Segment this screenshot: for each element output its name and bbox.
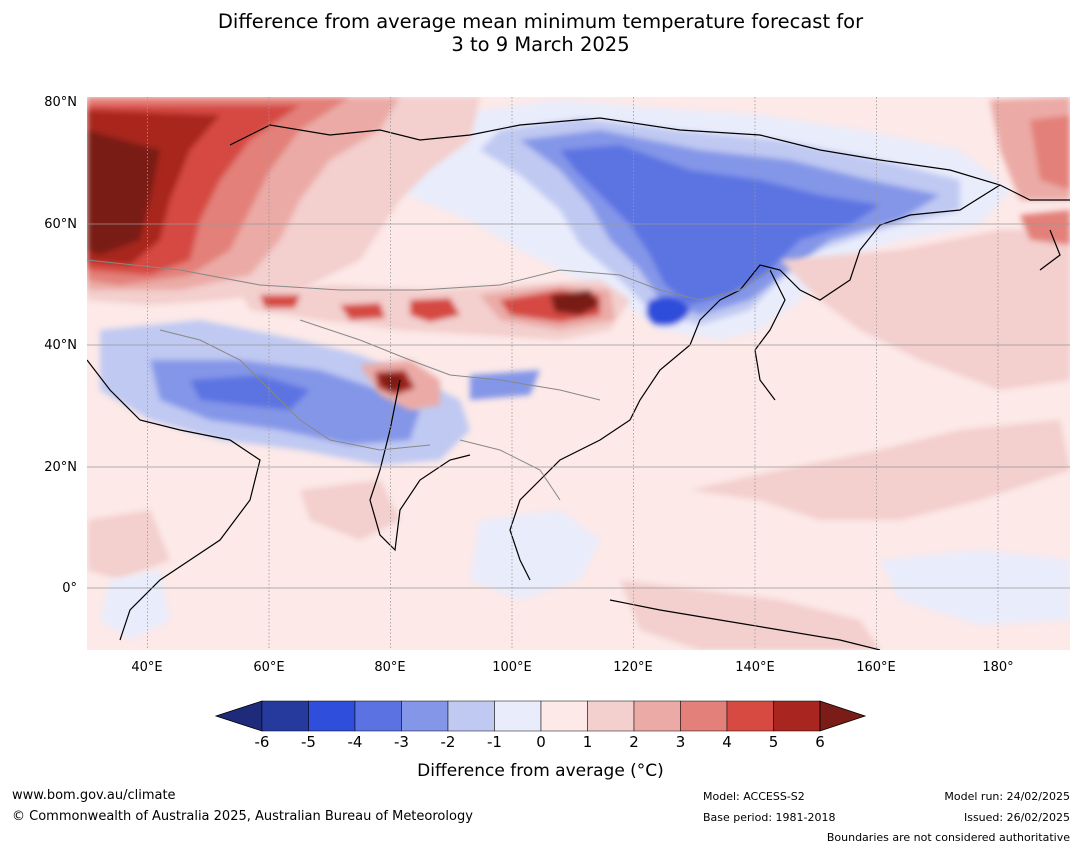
lat-label-20n: 20°N (44, 460, 77, 475)
warm-anomaly-pacific (88, 97, 1070, 650)
lon-label-160e: 160°E (856, 660, 896, 675)
model-text: Model: ACCESS-S2 (703, 790, 805, 803)
warm-anomaly-mongolia (240, 280, 630, 410)
model-run-text: Model run: 24/02/2025 (944, 790, 1070, 803)
issued-text: Issued: 26/02/2025 (963, 811, 1070, 824)
cold-anomaly-siberia (330, 100, 1010, 340)
colorbar-tick-label: -3 (394, 733, 409, 751)
colorbar-tick-label: -4 (347, 733, 363, 751)
map-title: Difference from average mean minimum tem… (0, 10, 1081, 56)
colorbar-cell (447, 700, 495, 732)
forecast-map (87, 97, 1070, 650)
lat-label-0: 0° (62, 581, 77, 596)
colorbar-cell (308, 700, 356, 732)
copyright-text: © Commonwealth of Australia 2025, Austra… (12, 809, 473, 824)
lat-label-60n: 60°N (44, 217, 77, 232)
lon-label-100e: 100°E (492, 660, 532, 675)
colorbar-tick-label: -5 (301, 733, 316, 751)
colorbar-tick-label: 4 (722, 733, 732, 751)
colorbar-under-arrow (214, 700, 263, 732)
lat-label-80n: 80°N (44, 95, 77, 110)
colorbar-tick-label: -6 (254, 733, 270, 751)
colorbar-tick-label: -1 (487, 733, 502, 751)
lat-label-40n: 40°N (44, 338, 77, 353)
colorbar-tick-label: 0 (536, 733, 546, 751)
lon-label-40e: 40°E (131, 660, 163, 675)
colorbar-cell (633, 700, 681, 732)
colorbar-cell (494, 700, 542, 732)
website-link[interactable]: www.bom.gov.au/climate (12, 788, 176, 803)
lon-label-60e: 60°E (253, 660, 285, 675)
colorbar-tick-label: 3 (675, 733, 686, 751)
colorbar-cell (540, 700, 588, 732)
colorbar-cell (773, 700, 821, 732)
warm-anomaly-west-russia (87, 97, 480, 305)
colorbar-cell (354, 700, 402, 732)
graticule (87, 97, 1070, 650)
boundaries-note: Boundaries are not considered authoritat… (826, 831, 1070, 844)
lon-label-140e: 140°E (735, 660, 775, 675)
lon-label-120e: 120°E (613, 660, 653, 675)
colorbar-tick-label: 2 (629, 733, 639, 751)
colorbar-over-arrow (819, 700, 867, 732)
cold-anomaly-central-asia (100, 320, 540, 465)
colorbar-tick-label: 1 (582, 733, 593, 751)
colorbar-cell (261, 700, 309, 732)
colorbar-label: Difference from average (°C) (417, 761, 664, 781)
colorbar-tick-label: 5 (768, 733, 779, 751)
map-title-line2: 3 to 9 March 2025 (451, 33, 630, 56)
colorbar-cell (680, 700, 728, 732)
base-period-text: Base period: 1981-2018 (703, 811, 836, 824)
colorbar-tick-label: -2 (440, 733, 456, 751)
colorbar-tick-label: 6 (815, 733, 825, 751)
colorbar-cell (726, 700, 774, 732)
country-borders (87, 259, 771, 501)
colorbar-cell (401, 700, 449, 732)
colorbar-cell (587, 700, 635, 732)
map-title-line1: Difference from average mean minimum tem… (217, 10, 864, 33)
lon-label-180: 180° (982, 660, 1014, 675)
lon-label-80e: 80°E (374, 660, 406, 675)
